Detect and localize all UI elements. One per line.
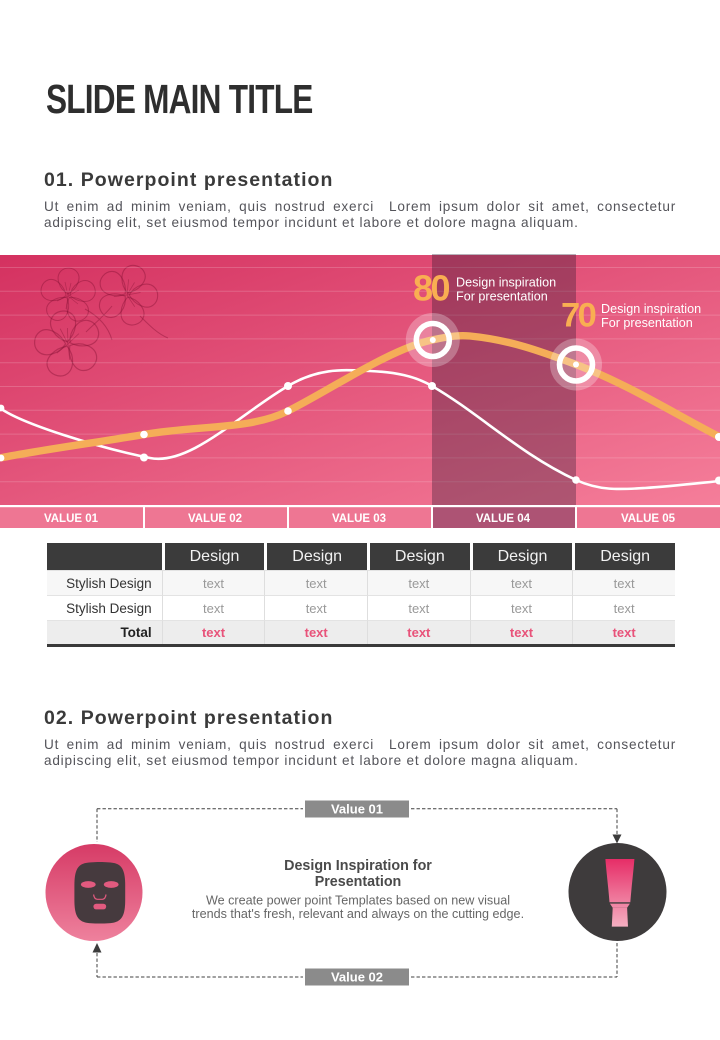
svg-text:Value 01: Value 01 <box>331 802 383 817</box>
svg-text:For presentation: For presentation <box>456 290 548 304</box>
svg-text:70: 70 <box>561 297 596 335</box>
svg-text:VALUE 01: VALUE 01 <box>44 513 99 525</box>
svg-text:VALUE 02: VALUE 02 <box>188 513 242 525</box>
svg-text:We create power point Template: We create power point Templates based on… <box>206 894 510 908</box>
svg-text:80: 80 <box>413 268 450 309</box>
svg-text:Design Inspiration for: Design Inspiration for <box>284 858 432 874</box>
svg-text:Design inspiration: Design inspiration <box>601 302 701 316</box>
svg-text:VALUE 05: VALUE 05 <box>621 513 676 525</box>
svg-text:For presentation: For presentation <box>601 316 693 330</box>
svg-text:Presentation: Presentation <box>315 874 402 890</box>
svg-text:Value 02: Value 02 <box>331 970 383 985</box>
svg-text:Design inspiration: Design inspiration <box>456 276 556 290</box>
svg-text:trends that's fresh, relevant: trends that's fresh, relevant and always… <box>192 907 524 921</box>
svg-text:VALUE 04: VALUE 04 <box>476 513 531 525</box>
svg-text:VALUE 03: VALUE 03 <box>332 513 386 525</box>
